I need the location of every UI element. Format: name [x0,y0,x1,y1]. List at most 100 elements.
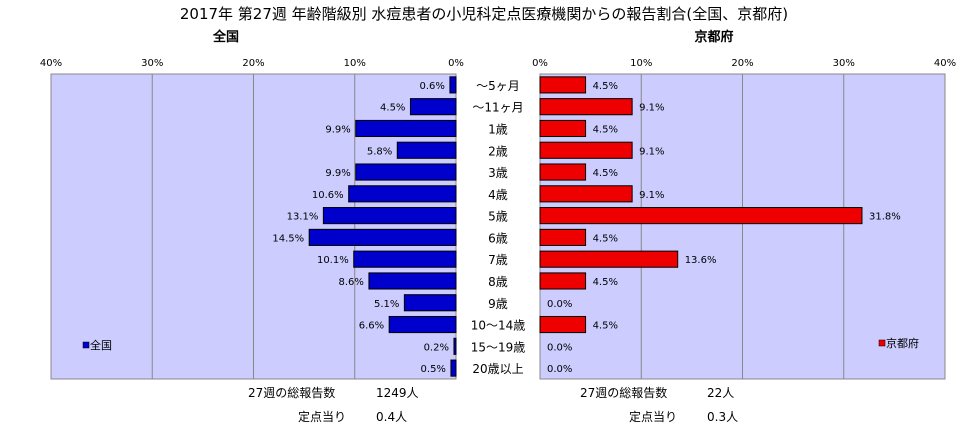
bar-left [396,141,457,159]
category-label: 10～14歳 [471,319,526,333]
tick-label-left: 20% [242,58,264,69]
bar-right [539,185,633,203]
data-label-left: 4.5% [380,103,405,114]
legend-right-swatch [878,339,886,347]
data-label-left: 5.1% [374,299,399,310]
tick-label-right: 30% [833,58,855,69]
right-panel-title: 京都府 [694,29,733,45]
data-label-left: 10.6% [312,190,344,201]
axis-ticks: 0% 0% 10% 10% 20% 20% 30% 30% 40% 40% [40,58,956,69]
data-label-left: 13.1% [287,212,319,223]
bar-right [539,250,679,268]
bars [308,76,863,377]
bar-left [450,359,457,377]
category-label: 4歳 [488,188,508,202]
left-panel-title: 全国 [212,29,239,45]
bar-right [539,98,633,116]
footer-right-total-label: 27週の総報告数 [580,385,667,400]
category-label: ～5ヶ月 [476,79,520,93]
data-label-right: 0.0% [547,342,572,353]
data-label-right: 4.5% [593,168,618,179]
gridlines [151,74,845,379]
bar-left [355,163,457,181]
category-label: 20歳以上 [472,362,523,376]
tick-label-right: 40% [934,58,956,69]
data-label-right: 0.0% [547,299,572,310]
data-label-left: 5.8% [367,146,392,157]
tick-label-left: 30% [141,58,163,69]
data-label-left: 0.5% [421,364,446,375]
tick-label-right: 0% [532,58,548,69]
footer-left-total-label: 27週の総報告数 [248,385,335,400]
tick-label-left: 40% [40,58,62,69]
legend-right: 京都府 [878,336,919,350]
tick-label-left: 10% [344,58,366,69]
bar-left [368,272,457,290]
bar-right [539,76,587,94]
category-label: 7歳 [488,253,508,267]
footer-right: 27週の総報告数 22人 定点当り 0.3人 [580,385,738,424]
category-label: 15～19歳 [471,340,526,354]
bar-left [388,315,457,334]
category-label: 2歳 [488,144,508,158]
footer-right-total-value: 22人 [707,386,734,400]
bar-right [539,228,587,246]
data-labels: 0.6% 4.5% 4.5% 9.1% 9.9% 4.5% 5.8% 9.1% 9.9% 4.5%… [272,81,900,375]
legend-left-label: 全国 [90,338,112,352]
tick-label-right: 10% [630,58,652,69]
data-label-left: 9.9% [325,124,350,135]
category-label: 5歳 [488,210,508,224]
category-label: 8歳 [488,275,508,289]
data-label-right: 4.5% [593,233,618,244]
chart-title: 2017年 第27週 年齢階級別 水痘患者の小児科定点医療機関からの報告割合(全… [180,5,788,23]
data-label-right: 9.1% [639,146,664,157]
data-label-left: 6.6% [359,321,384,332]
tick-label-left: 0% [448,58,464,69]
bar-right [539,272,587,290]
data-label-right: 4.5% [593,321,618,332]
category-label: 3歳 [488,166,508,180]
bar-right [539,119,587,138]
footer-left-per-label: 定点当り [298,409,346,424]
legend-right-label: 京都府 [886,336,919,350]
category-label: 1歳 [488,122,508,136]
data-label-left: 9.9% [325,168,350,179]
legend-left: 全国 [82,338,112,352]
data-label-left: 10.1% [317,255,349,266]
data-label-left: 0.6% [420,81,445,92]
data-label-right: 9.1% [639,103,664,114]
bar-right [539,163,587,181]
bar-left [348,185,457,203]
bar-left [353,250,457,268]
data-label-left: 0.2% [424,342,449,353]
bar-left [308,228,457,246]
bar-right [539,315,587,334]
bar-left [322,207,457,225]
footer-right-per-label: 定点当り [629,409,677,424]
data-label-right: 0.0% [547,364,572,375]
bar-left [355,119,457,138]
bar-left [409,98,457,116]
data-label-right: 4.5% [593,81,618,92]
data-label-right: 4.5% [593,277,618,288]
bar-left [453,337,457,355]
category-label: ～11ヶ月 [472,101,523,115]
footer-left: 27週の総報告数 1249人 定点当り 0.4人 [248,385,419,424]
bar-left [403,294,457,312]
category-label: 9歳 [488,297,508,311]
data-label-right: 13.6% [685,255,717,266]
footer-left-total-value: 1249人 [376,386,419,400]
tick-label-right: 20% [731,58,753,69]
bar-left [449,76,457,94]
data-label-left: 8.6% [339,277,364,288]
data-label-right: 4.5% [593,124,618,135]
legend-left-swatch [82,341,90,349]
category-label: 6歳 [488,231,508,245]
data-label-left: 14.5% [272,233,304,244]
footer-left-per-value: 0.4人 [376,410,407,424]
bar-right [539,141,633,159]
data-label-right: 31.8% [869,212,901,223]
category-labels: ～5ヶ月 ～11ヶ月 1歳 2歳 3歳 4歳 5歳 6歳 7歳 8歳 9歳 10～14歳 15～19歳 2… [471,79,526,376]
bar-right [539,207,863,225]
